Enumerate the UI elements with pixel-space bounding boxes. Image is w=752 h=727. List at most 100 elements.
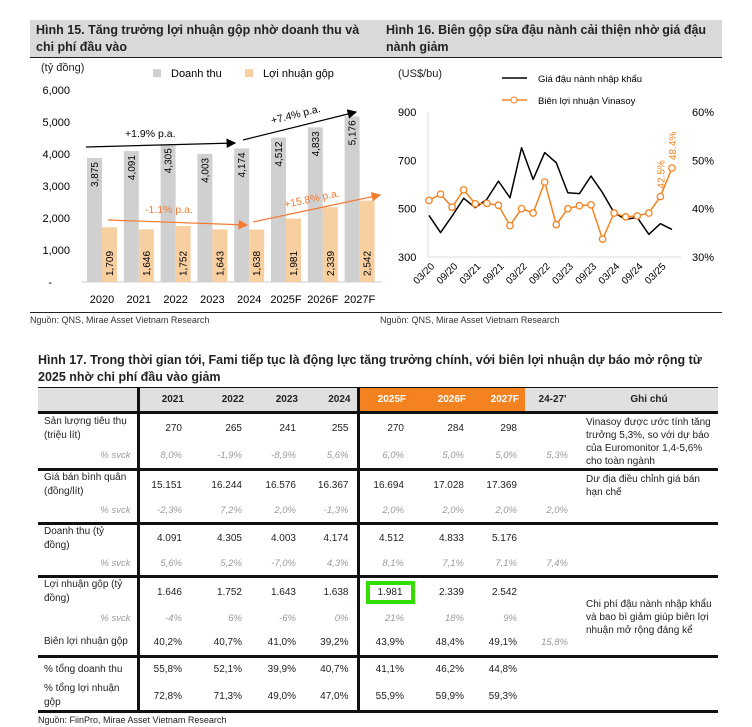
table-cell: 52,1% (213, 664, 242, 676)
table-cell: 40,2% (136, 630, 190, 656)
row-label: % svck (100, 450, 131, 462)
table-row: % svck 8,0% -1,9% -8,9% 5,6% 6,0% 5,0% 5,0% 5,3% (38, 443, 718, 470)
bar (234, 148, 250, 282)
table-cell: 8,0% (136, 443, 190, 470)
table-cell: -7,0% (271, 558, 296, 570)
trend-label: +1.9% p.a. (125, 128, 176, 140)
table-group: % tổng doanh thu 55,8% 52,1% 39,9% 40,7% 41,1… (38, 656, 718, 712)
data-point (610, 209, 618, 217)
table-cell: 55,8% (136, 656, 190, 682)
table-row: Giá bán bình quân (đồng/lít) 15.151 16.244… (38, 469, 718, 499)
table-cell: 2.339 (438, 586, 464, 598)
column-header: 2027F (472, 387, 525, 413)
column-header: 2024 (304, 387, 358, 413)
legend-swatch-gross-profit (245, 69, 253, 77)
table-title: Hình 17. Trong thời gian tới, Fami tiếp … (38, 353, 702, 384)
table-cell: 4.091 (136, 523, 190, 553)
data-point (425, 196, 433, 205)
table-cell (525, 577, 580, 607)
y-tick-label: 3,000 (42, 181, 70, 193)
trend-arrow (252, 192, 382, 223)
table-cell: 49,0% (267, 690, 296, 702)
data-label: 4,091 (127, 155, 138, 180)
table-cell: 5.176 (491, 533, 517, 544)
table-cell: 1.752 (216, 586, 242, 598)
y-tick-label: 4,000 (42, 149, 70, 161)
table-cell: -8,9% (271, 450, 296, 462)
x-tick-label: 2020 (90, 294, 114, 306)
legend-label: Lợi nhuận gộp (263, 68, 334, 80)
table-cell: 270 (356, 412, 412, 444)
data-label: 1,646 (142, 251, 153, 276)
data-point (656, 192, 665, 201)
table-row: % svck -2,3% 7,2% 2,0% -1,3% 2,0% 2,0% 2,0% 2,0% (38, 499, 718, 523)
table-cell: 241 (279, 423, 296, 435)
table-row: % svck -4% 6% -6% 0% 21% 18% 9% (38, 606, 718, 630)
data-label: 1,981 (289, 251, 300, 276)
data-point (448, 203, 456, 212)
y-tick-label-right: 60% (692, 107, 714, 119)
row-label: Giá bán bình quân (đồng/lít) (44, 472, 127, 497)
data-label: 4,305 (164, 148, 175, 173)
bar (286, 218, 301, 282)
note-cell: Chi phí đậu nành nhập khẩu và bao bì giả… (586, 598, 712, 636)
table-cell: 298 (500, 423, 517, 435)
table-row: % tổng doanh thu 55,8% 52,1% 39,9% 40,7% 41,1… (38, 656, 718, 682)
bar (249, 229, 265, 282)
table-source: Nguồn: FiinPro, Mirae Asset Vietnam Rese… (38, 715, 227, 725)
column-header (38, 387, 138, 413)
table-cell: 2,0% (442, 504, 464, 516)
legend-marker (510, 96, 518, 104)
x-tick-label: 2023 (200, 294, 224, 306)
data-label: 42.5% (656, 160, 667, 188)
data-label: 2,339 (326, 251, 337, 276)
data-point (471, 199, 480, 208)
table-cell: 2.542 (491, 586, 517, 598)
bar (344, 116, 360, 282)
table-cell: 2,0% (495, 504, 517, 516)
table-cell: 5,0% (442, 450, 464, 462)
table-row: Doanh thu (tỷ đồng) 4.091 4.305 4.003 4.174 4… (38, 523, 718, 553)
row-label: Lợi nhuận gộp (tỷ đồng) (44, 579, 123, 604)
table-cell: 55,9% (356, 682, 412, 712)
data-table: 2021 2022 2023 2024 2025F 2026F 2027F 24-27' Ghi… (38, 387, 718, 713)
table-cell: 4.003 (270, 533, 296, 544)
data-point (517, 204, 526, 213)
table-cell: 71,3% (213, 690, 242, 702)
legend-label: Biên lợi nhuận Vinasoy (538, 96, 636, 107)
table-cell: 4.512 (356, 523, 412, 553)
data-point (506, 221, 514, 230)
table-cell: 5,2% (220, 558, 242, 570)
table-cell: 44,8% (488, 664, 517, 676)
table-cell: 7,4% (546, 558, 568, 570)
series-line-soy-price (428, 147, 673, 236)
table-row: Biên lợi nhuận gộp 40,2% 40,7% 41,0% 39,2% 43… (38, 630, 718, 656)
table-cell: 16.576 (265, 479, 296, 491)
table-cell: 17.028 (433, 479, 464, 491)
table-cell: 16.244 (211, 479, 242, 491)
data-point (668, 164, 676, 172)
trend-arrow (85, 138, 237, 149)
bar (307, 127, 323, 283)
table-cell: 48,4% (435, 636, 464, 648)
data-point (436, 190, 445, 199)
table-cell: 39,9% (267, 664, 296, 676)
table-cell: 41,0% (267, 636, 296, 648)
table-cell: -6% (279, 612, 296, 624)
table-cell: 270 (136, 412, 190, 444)
table-group: Sản lượng tiêu thụ (triệu lít) 270 265 241 2… (38, 412, 718, 470)
table-cell: 5,6% (136, 552, 190, 577)
fig15-title: Hình 15. Tăng trưởng lợi nhuận gộp nhờ d… (30, 20, 380, 58)
table-cell: 4.305 (216, 533, 242, 544)
table-cell: 39,2% (320, 636, 349, 648)
table-cell: 16.694 (356, 469, 412, 499)
x-tick-label: 2021 (127, 294, 151, 306)
y-tick-label: 1,000 (42, 245, 70, 257)
table-cell: 16.367 (317, 479, 349, 491)
data-point (575, 201, 584, 210)
table-cell: 7,1% (442, 558, 464, 570)
table-cell: 1.646 (136, 576, 190, 606)
legend-label: Giá đậu nành nhập khẩu (538, 74, 642, 85)
column-header: 2025F (356, 387, 412, 413)
column-header: Ghi chú (580, 387, 718, 413)
